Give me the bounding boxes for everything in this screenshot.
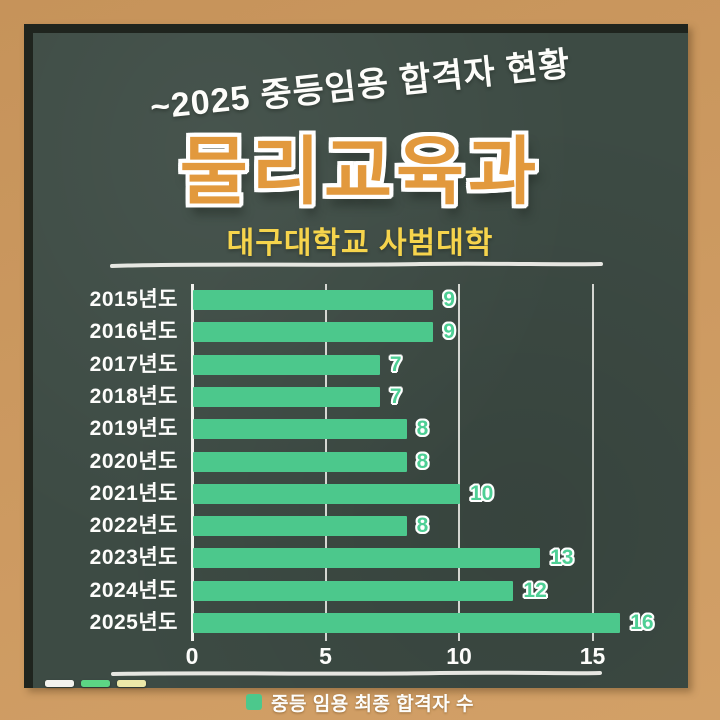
- category-label: 2021년도: [89, 481, 178, 505]
- category-label: 2018년도: [89, 384, 178, 408]
- bar: [193, 386, 380, 407]
- bar: [193, 419, 407, 440]
- white-chalk-icon: [45, 680, 74, 687]
- x-tick-label: 5: [319, 643, 332, 669]
- bar: [193, 580, 514, 601]
- university-subtitle: 대구대학교 사범대학: [226, 227, 494, 260]
- category-label: 2020년도: [89, 449, 178, 473]
- bar-value-label: 9: [443, 320, 455, 344]
- category-label: 2022년도: [89, 514, 178, 538]
- bar-value-label: 13: [550, 546, 574, 570]
- department-title: 물리교육과: [179, 130, 541, 213]
- bar-value-label: 8: [416, 417, 429, 441]
- bar: [193, 613, 621, 633]
- category-label: 2023년도: [89, 546, 178, 570]
- category-label: 2015년도: [89, 288, 178, 311]
- category-label: 2016년도: [89, 320, 178, 344]
- gridline-x-15: [591, 284, 594, 641]
- category-label: 2025년도: [89, 611, 178, 634]
- x-tick-label: 0: [185, 643, 199, 669]
- legend-color-swatch-icon: [246, 694, 263, 710]
- x-tick-label: 15: [579, 643, 606, 669]
- x-tick-label: 10: [446, 643, 472, 669]
- chart-legend: 중등 임용 최종 합격자 수: [0, 689, 720, 715]
- bar-value-label: 7: [389, 384, 402, 408]
- category-label: 2024년도: [89, 578, 178, 602]
- bar-value-label: 9: [443, 288, 455, 311]
- legend-label: 중등 임용 최종 합격자 수: [271, 693, 474, 715]
- bar: [193, 451, 407, 472]
- bar-value-label: 8: [416, 449, 429, 473]
- yellow-chalk-icon: [117, 680, 146, 687]
- bar: [193, 516, 407, 537]
- bar-value-label: 7: [389, 352, 402, 376]
- category-label: 2017년도: [89, 352, 178, 376]
- bar: [193, 290, 434, 310]
- bar: [193, 483, 460, 504]
- bar: [193, 322, 434, 343]
- green-chalk-icon: [81, 680, 110, 687]
- gridline-x-10: [458, 284, 460, 641]
- bar-value-label: 12: [523, 578, 547, 602]
- bar-value-label: 10: [470, 481, 494, 505]
- bar: [193, 354, 380, 375]
- bar: [193, 548, 541, 569]
- bar-value-label: 16: [630, 611, 654, 634]
- y-axis-line: [190, 284, 194, 641]
- bar-value-label: 8: [416, 514, 429, 538]
- category-label: 2019년도: [89, 417, 178, 441]
